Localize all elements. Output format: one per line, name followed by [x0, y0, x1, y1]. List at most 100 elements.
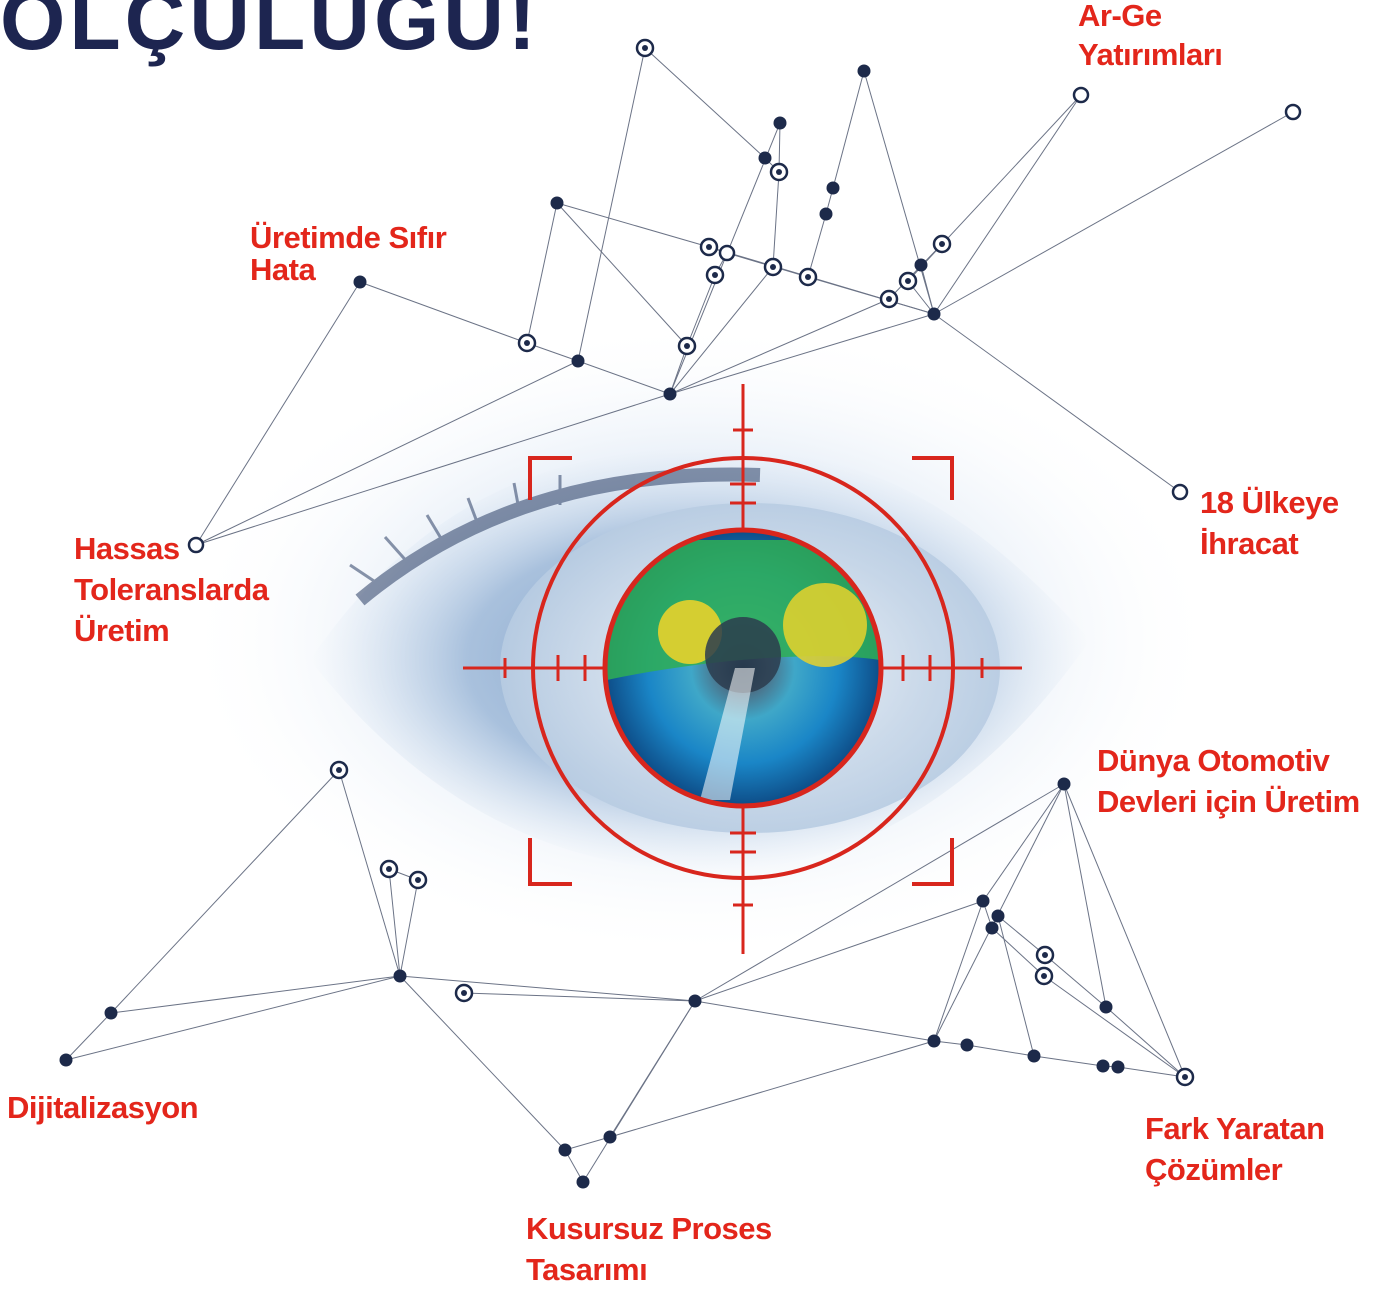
network-node-icon: [59, 1053, 73, 1067]
network-line: [1044, 954, 1107, 1008]
network-line: [195, 360, 579, 546]
network-line: [338, 769, 401, 977]
label-arge: Ar-Ge Yatırımları: [1078, 0, 1223, 74]
network-node-icon: [688, 994, 702, 1008]
network-line: [195, 393, 671, 546]
network-line: [669, 298, 890, 395]
network-line: [110, 769, 340, 1014]
label-sifir-hata-line2: Hata: [250, 252, 316, 287]
network-line: [997, 915, 1046, 956]
network-node-icon: [826, 181, 840, 195]
label-fark: Fark Yaratan Çözümler: [1145, 1108, 1325, 1190]
network-line: [933, 900, 984, 1042]
network-node-icon: [1099, 1000, 1113, 1014]
network-line: [65, 1012, 112, 1061]
label-dijital: Dijitalizasyon: [7, 1088, 199, 1127]
network-node-icon: [819, 207, 833, 221]
network-node-icon: [187, 536, 205, 554]
label-kusursuz: Kusursuz Proses Tasarımı: [526, 1208, 772, 1290]
network-line: [195, 281, 361, 546]
network-node-icon: [576, 1175, 590, 1189]
network-node-icon: [1057, 777, 1071, 791]
network-line: [556, 202, 688, 347]
network-line: [399, 879, 419, 977]
network-node-icon: [558, 1143, 572, 1157]
label-hassas-line2: Toleranslarda: [74, 572, 269, 607]
network-node-icon: [393, 969, 407, 983]
network-node-icon: [898, 271, 918, 291]
label-hassas-line3: Üretim: [74, 613, 170, 648]
label-sifir-hata: Üretimde Sıfır Hata: [250, 222, 447, 287]
network-node-icon: [985, 921, 999, 935]
network-node-icon: [914, 258, 928, 272]
network-line: [1033, 1055, 1104, 1067]
network-line: [991, 927, 1045, 977]
network-node-icon: [927, 307, 941, 321]
network-node-icon: [379, 859, 399, 879]
label-otomotiv-line1: Dünya Otomotiv: [1097, 743, 1330, 778]
network-line: [772, 171, 780, 268]
network-line: [65, 975, 401, 1061]
label-fark-line1: Fark Yaratan: [1145, 1111, 1325, 1146]
label-ihracat-line2: İhracat: [1200, 526, 1299, 561]
network-line: [388, 868, 401, 977]
label-ihracat: 18 Ülkeye İhracat: [1200, 482, 1339, 564]
network-line: [982, 783, 1065, 902]
network-line: [1043, 975, 1186, 1078]
network-node-icon: [773, 116, 787, 130]
network-node-icon: [976, 894, 990, 908]
label-hassas: Hassas Toleranslarda Üretim: [74, 528, 269, 651]
network-line: [582, 1000, 696, 1183]
network-line: [399, 975, 696, 1002]
network-line: [997, 915, 1035, 1057]
network-line: [686, 274, 716, 347]
eyelashes: [349, 467, 761, 606]
network-line: [920, 264, 935, 315]
network-node-icon: [798, 267, 818, 287]
network-line: [888, 243, 943, 300]
network-node-icon: [517, 333, 537, 353]
network-line: [933, 313, 1181, 493]
network-line: [694, 1000, 935, 1042]
network-line: [556, 202, 710, 248]
network-line: [526, 202, 558, 344]
network-line: [1105, 1006, 1186, 1078]
label-dijital-line1: Dijitalizasyon: [7, 1090, 199, 1125]
network-node-icon: [353, 275, 367, 289]
network-node-icon: [454, 983, 474, 1003]
network-line: [669, 266, 774, 395]
network-line: [1063, 783, 1186, 1078]
network-line: [399, 975, 566, 1151]
network-line: [1063, 783, 1107, 1008]
network-nodes: [59, 38, 1302, 1189]
label-fark-line2: Çözümler: [1145, 1152, 1283, 1187]
network-node-icon: [927, 1034, 941, 1048]
network-line: [463, 992, 696, 1002]
network-node-icon: [635, 38, 655, 58]
label-kusursuz-line2: Tasarımı: [526, 1252, 648, 1287]
network-node-icon: [705, 265, 725, 285]
network-node-icon: [769, 162, 789, 182]
network-node-icon: [550, 196, 564, 210]
label-ihracat-line1: 18 Ülkeye: [1200, 485, 1339, 520]
label-arge-line2: Yatırımları: [1078, 37, 1223, 72]
network-node-icon: [718, 244, 736, 262]
network-node-icon: [991, 909, 1005, 923]
network-line: [1117, 1066, 1186, 1078]
network-node-icon: [932, 234, 952, 254]
label-hassas-line1: Hassas: [74, 531, 180, 566]
network-line: [577, 47, 646, 362]
label-arge-line1: Ar-Ge: [1078, 0, 1162, 33]
network-node-icon: [1034, 966, 1054, 986]
network-line: [807, 213, 827, 278]
network-node-icon: [699, 237, 719, 257]
network-line: [933, 111, 1294, 315]
network-node-icon: [663, 387, 677, 401]
network-line: [694, 900, 984, 1002]
network-line: [694, 783, 1065, 1002]
label-kusursuz-line1: Kusursuz Proses: [526, 1211, 772, 1246]
iris-detail: [607, 540, 879, 800]
network-node-icon: [960, 1038, 974, 1052]
